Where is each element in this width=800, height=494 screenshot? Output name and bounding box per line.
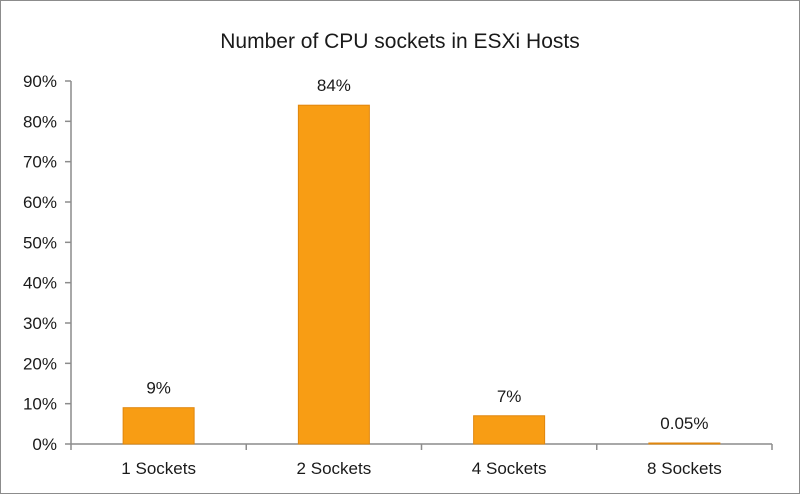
y-tick-label: 70% bbox=[23, 153, 57, 172]
y-tick-label: 0% bbox=[32, 435, 57, 454]
bars: 9% 84% 7% 0.05% bbox=[122, 76, 721, 445]
y-tick-label: 30% bbox=[23, 314, 57, 333]
bar-4-sockets bbox=[473, 415, 546, 445]
bar-2-sockets bbox=[297, 104, 370, 445]
y-tick-label: 50% bbox=[23, 233, 57, 252]
chart-title: Number of CPU sockets in ESXi Hosts bbox=[220, 30, 579, 53]
y-tick-label: 60% bbox=[23, 193, 57, 212]
y-tick-label: 40% bbox=[23, 274, 57, 293]
y-tick-label: 80% bbox=[23, 112, 57, 131]
data-label: 7% bbox=[497, 387, 522, 406]
y-tick-label: 10% bbox=[23, 395, 57, 414]
x-tick-label: 2 Sockets bbox=[297, 459, 372, 478]
bar-8-sockets bbox=[648, 442, 721, 445]
y-tick-label: 20% bbox=[23, 354, 57, 373]
x-tick-label: 1 Sockets bbox=[121, 459, 196, 478]
y-tick-label: 90% bbox=[23, 72, 57, 91]
data-label: 84% bbox=[317, 76, 351, 95]
x-axis: 1 Sockets 2 Sockets 4 Sockets 8 Sockets bbox=[70, 443, 773, 478]
bar-1-sockets bbox=[122, 407, 195, 445]
data-label: 9% bbox=[146, 379, 171, 398]
x-tick-label: 4 Sockets bbox=[472, 459, 547, 478]
y-axis: 0% 10% 20% 30% 40% 50% 60% 70% 80% 90% bbox=[23, 72, 72, 454]
data-label: 0.05% bbox=[660, 414, 708, 433]
x-tick-label: 8 Sockets bbox=[647, 459, 722, 478]
